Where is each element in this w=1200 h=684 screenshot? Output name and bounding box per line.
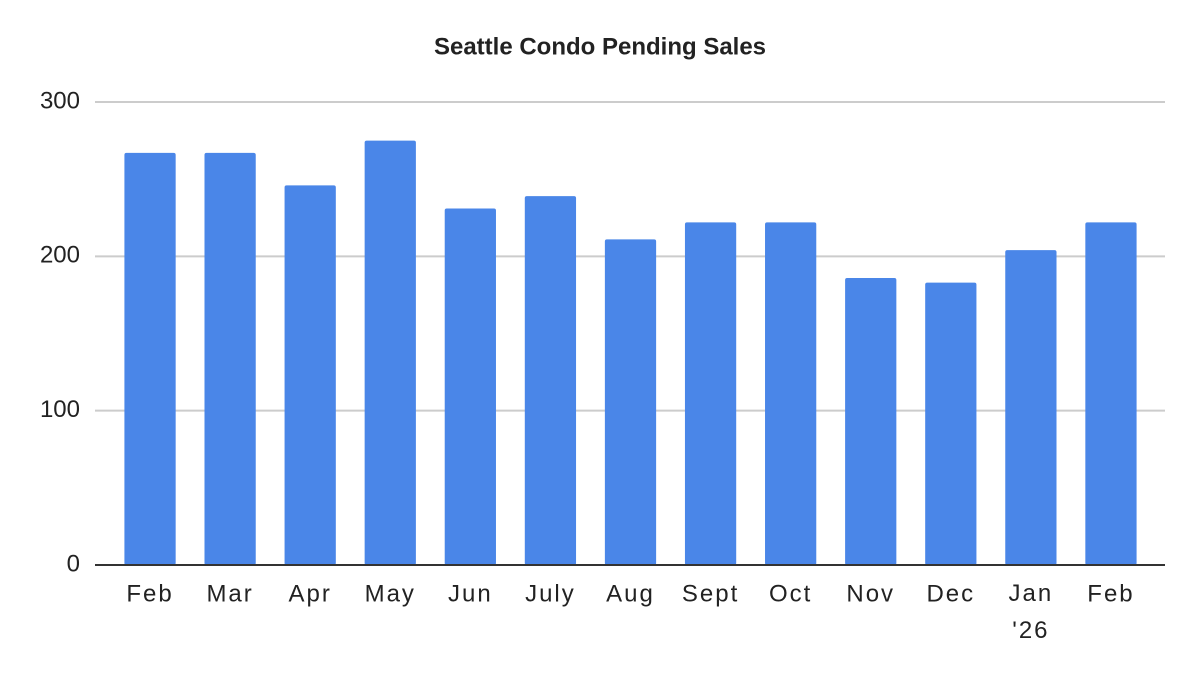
x-tick-label: Mar	[206, 580, 253, 607]
x-tick-label: Jun	[448, 580, 493, 607]
x-tick-label: Feb	[126, 580, 173, 607]
bar	[1085, 222, 1137, 565]
x-tick-label: Oct	[769, 580, 812, 607]
bar	[765, 222, 817, 565]
bar	[524, 196, 577, 566]
chart-title: Seattle Condo Pending Sales	[434, 33, 766, 60]
bar	[684, 222, 737, 565]
bar	[1005, 250, 1057, 565]
x-tick-label: Nov	[846, 580, 895, 607]
x-tick-label: Aug	[606, 580, 655, 607]
x-tick-label: Feb	[1087, 580, 1134, 607]
bar	[284, 185, 336, 565]
y-tick-label: 200	[40, 242, 80, 269]
bar	[124, 152, 176, 565]
x-tick-label: Sept	[682, 580, 739, 607]
x-tick-label: Jan '26	[1009, 580, 1054, 644]
y-tick-label: 100	[40, 396, 80, 423]
x-tick-label: Apr	[289, 580, 332, 607]
bar	[204, 152, 256, 565]
bar	[845, 277, 897, 565]
x-tick-label: July	[525, 580, 576, 607]
y-tick-label: 0	[67, 550, 80, 577]
bar	[925, 282, 977, 565]
x-tick-label: May	[365, 580, 416, 607]
x-tick-label: Dec	[926, 580, 975, 607]
bar	[444, 208, 496, 566]
bar	[364, 140, 416, 566]
y-tick-label: 300	[40, 87, 80, 114]
bar	[604, 239, 657, 565]
